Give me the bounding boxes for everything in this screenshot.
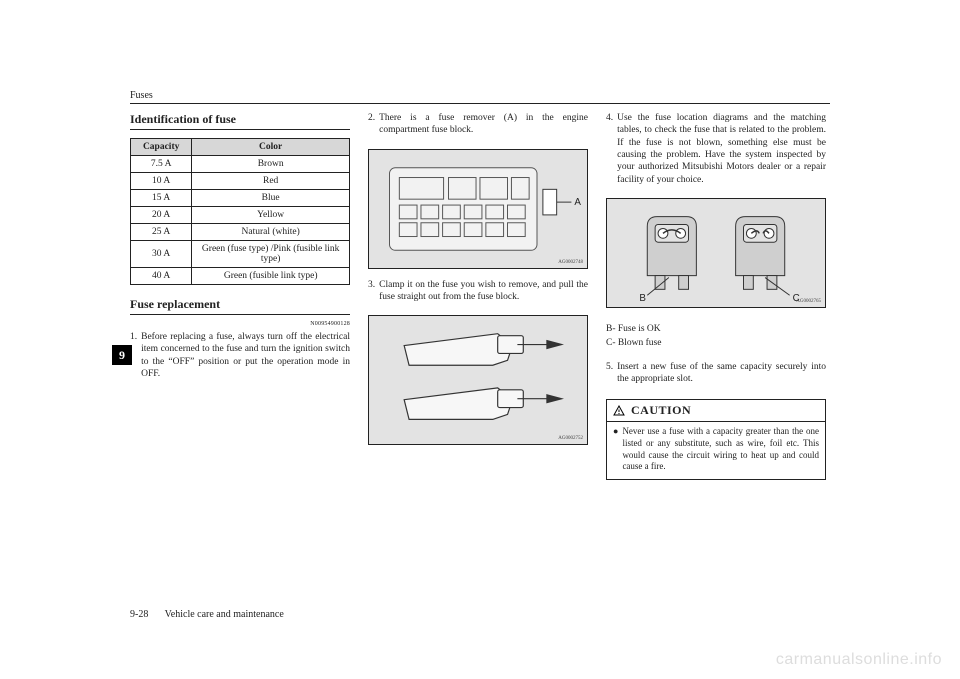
- illustration-code: AG0002752: [558, 436, 583, 441]
- illustration-fuse-puller: AG0002752: [368, 315, 588, 445]
- footer-title: Vehicle care and maintenance: [165, 609, 284, 620]
- step-text: Insert a new fuse of the same capacity s…: [617, 361, 826, 386]
- page-footer: 9-28 Vehicle care and maintenance: [130, 609, 284, 620]
- table-header-color: Color: [192, 139, 350, 156]
- column-3: 4. Use the fuse location diagrams and th…: [606, 112, 826, 480]
- warning-icon: [613, 405, 625, 417]
- chapter-tab: 9: [112, 345, 132, 365]
- caution-text: Never use a fuse with a capacity greater…: [622, 426, 819, 473]
- table-row: 20 AYellow: [131, 207, 350, 224]
- step-number: 2.: [368, 112, 375, 137]
- key-b: B- Fuse is OK: [606, 322, 826, 336]
- caution-header: CAUTION: [607, 400, 825, 422]
- illustration-fuse-ok-blown: B C AG0002765: [606, 198, 826, 308]
- step-2: 2. There is a fuse remover (A) in the en…: [368, 112, 588, 137]
- reference-code: N00954900128: [130, 321, 350, 327]
- page-number: 9-28: [130, 609, 148, 620]
- column-1: Identification of fuse Capacity Color 7.…: [130, 112, 350, 480]
- columns: Identification of fuse Capacity Color 7.…: [130, 112, 830, 480]
- step-text: Use the fuse location diagrams and the m…: [617, 112, 826, 186]
- step-1: 1. Before replacing a fuse, always turn …: [130, 331, 350, 380]
- step-4: 4. Use the fuse location diagrams and th…: [606, 112, 826, 186]
- svg-text:B: B: [639, 293, 646, 304]
- table-row: 30 AGreen (fuse type) /Pink (fusible lin…: [131, 241, 350, 268]
- illustration-fuse-block: A AG0002748: [368, 149, 588, 269]
- step-5: 5. Insert a new fuse of the same capacit…: [606, 361, 826, 386]
- steps-list: 3. Clamp it on the fuse you wish to remo…: [368, 279, 588, 310]
- step-text: Clamp it on the fuse you wish to remove,…: [379, 279, 588, 304]
- watermark: carmanualsonline.info: [776, 651, 942, 669]
- illustration-code: AG0002748: [558, 260, 583, 265]
- steps-list: 5. Insert a new fuse of the same capacit…: [606, 361, 826, 392]
- step-number: 3.: [368, 279, 375, 304]
- caution-box: CAUTION ● Never use a fuse with a capaci…: [606, 399, 826, 480]
- fuse-color-table: Capacity Color 7.5 ABrown 10 ARed 15 ABl…: [130, 138, 350, 285]
- page-content: Fuses Identification of fuse Capacity Co…: [130, 90, 830, 620]
- step-number: 1.: [130, 331, 137, 380]
- section-title-identification: Identification of fuse: [130, 112, 350, 130]
- steps-list: 2. There is a fuse remover (A) in the en…: [368, 112, 588, 143]
- caution-title: CAUTION: [631, 403, 691, 418]
- table-row: 25 ANatural (white): [131, 224, 350, 241]
- steps-list: 4. Use the fuse location diagrams and th…: [606, 112, 826, 192]
- table-header-capacity: Capacity: [131, 139, 192, 156]
- step-text: There is a fuse remover (A) in the engin…: [379, 112, 588, 137]
- svg-text:A: A: [574, 197, 581, 208]
- caution-body: ● Never use a fuse with a capacity great…: [607, 422, 825, 479]
- table-row: 7.5 ABrown: [131, 156, 350, 173]
- section-title-replacement: Fuse replacement: [130, 297, 350, 315]
- column-2: 2. There is a fuse remover (A) in the en…: [368, 112, 588, 480]
- step-3: 3. Clamp it on the fuse you wish to remo…: [368, 279, 588, 304]
- table-row: 15 ABlue: [131, 190, 350, 207]
- step-number: 4.: [606, 112, 613, 186]
- table-row: 40 AGreen (fusible link type): [131, 268, 350, 285]
- bullet-icon: ●: [613, 426, 618, 473]
- steps-list: 1. Before replacing a fuse, always turn …: [130, 331, 350, 386]
- table-row: 10 ARed: [131, 173, 350, 190]
- illustration-code: AG0002765: [796, 299, 821, 304]
- key-c: C- Blown fuse: [606, 336, 826, 350]
- step-number: 5.: [606, 361, 613, 386]
- key-list: B- Fuse is OK C- Blown fuse: [606, 322, 826, 351]
- running-head: Fuses: [130, 90, 830, 104]
- step-text: Before replacing a fuse, always turn off…: [141, 331, 350, 380]
